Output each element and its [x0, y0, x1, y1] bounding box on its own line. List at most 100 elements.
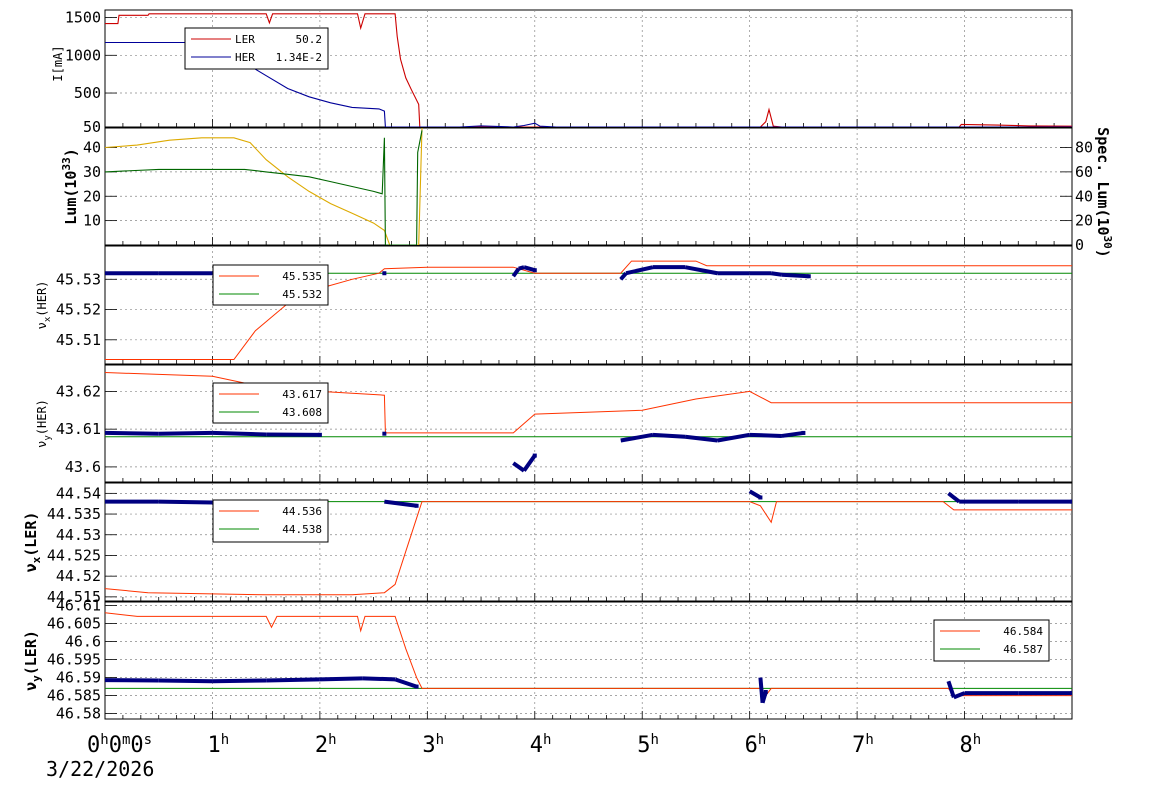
- tune-measurement-point: [801, 431, 805, 435]
- tune-measurement-point: [318, 433, 322, 437]
- y2-axis-label: Spec. Lum(1030): [1094, 127, 1114, 258]
- x-tick-sec: 0: [130, 733, 143, 758]
- tune-measurement-band: [653, 435, 685, 437]
- tune-measurement-point: [1070, 500, 1074, 504]
- x-tick-hour: 8: [960, 733, 973, 758]
- y2-tick-label: 60: [1075, 163, 1093, 181]
- y-tick-label: 46.605: [47, 615, 101, 633]
- y2-tick-label: 40: [1075, 187, 1093, 205]
- x-tick-min: 0: [109, 733, 122, 758]
- y-tick-label: 1000: [65, 46, 101, 64]
- y-tick-label: 50: [83, 118, 101, 136]
- tune-measurement-point: [1070, 691, 1074, 695]
- x-tick-label: 8h: [960, 732, 982, 758]
- y-tick-label: 46.595: [47, 651, 101, 669]
- y-tick-label: 1500: [65, 9, 101, 27]
- y2-label-close: ): [1094, 249, 1112, 258]
- legend-value: 50.2: [296, 33, 323, 46]
- tune-measurement-point: [533, 454, 537, 458]
- x-tick-hour: 2: [315, 733, 328, 758]
- x-tick-hour: 0: [87, 733, 100, 758]
- y-tick-label: 44.53: [56, 526, 101, 544]
- legend-label: HER: [235, 51, 255, 64]
- x-tick-h: h: [758, 732, 766, 748]
- y-tick-label: 45.52: [56, 301, 101, 319]
- tune-measurement-point: [533, 268, 537, 272]
- x-tick-label: 5h: [637, 732, 659, 758]
- y-tick-label: 43.62: [56, 382, 101, 400]
- y-tick-label: 44.54: [56, 484, 101, 502]
- y-tick-label: 500: [74, 84, 101, 102]
- y-axis-label: I[mA]: [51, 45, 65, 81]
- x-tick-h: h: [865, 732, 873, 748]
- y-tick-label: 20: [83, 187, 101, 205]
- x-tick-hour: 1: [207, 733, 220, 758]
- y-label-rest: (LER): [22, 630, 40, 675]
- tune-measurement-point: [764, 690, 768, 694]
- tune-measurement-band: [159, 502, 213, 503]
- date-label: 3/22/2026: [46, 757, 154, 781]
- y2-tick-label: 20: [1075, 212, 1093, 230]
- legend-value: 46.587: [1003, 643, 1043, 656]
- y-axis-label: νy(HER): [35, 399, 53, 448]
- x-tick-label: 7h: [852, 732, 874, 758]
- x-tick-h: h: [436, 732, 444, 748]
- tune-measurement-point: [758, 495, 762, 499]
- x-tick-label: 4h: [530, 732, 552, 758]
- x-tick-h: h: [328, 732, 336, 748]
- y-tick-label: 46.585: [47, 687, 101, 705]
- x-tick-m: m: [122, 732, 130, 748]
- y-label-rest: (HER): [35, 399, 49, 435]
- tune-measurement-band: [159, 433, 213, 434]
- y-tick-label: 46.61: [56, 597, 101, 615]
- x-tick-hour: 3: [422, 733, 435, 758]
- y-axis-label: νx(HER): [35, 281, 53, 330]
- y-tick-label: 44.525: [47, 546, 101, 564]
- tune-measurement-point: [415, 685, 419, 689]
- y-tick-label: 44.535: [47, 505, 101, 523]
- tune-measurement-band: [782, 275, 809, 277]
- x-tick-h: h: [100, 732, 108, 748]
- panel-nu-y-ler: 46.6146.60546.646.59546.5946.58546.58νy(…: [22, 597, 1074, 723]
- x-tick-hour: 7: [852, 733, 865, 758]
- tune-measurement-band: [212, 680, 266, 681]
- y-axis-label: Lum(1033): [60, 148, 80, 224]
- y-tick-label: 45.51: [56, 331, 101, 349]
- y-tick-label: 40: [83, 139, 101, 157]
- x-tick-label: 3h: [422, 732, 444, 758]
- y-tick-label: 46.58: [56, 705, 101, 723]
- y-tick-label: 43.61: [56, 420, 101, 438]
- y-label-nu: ν: [35, 322, 49, 329]
- legend-value: 43.608: [282, 406, 322, 419]
- y-tick-label: 46.6: [65, 633, 101, 651]
- x-tick-label: 6h: [745, 732, 767, 758]
- x-tick-hour: 4: [530, 733, 543, 758]
- tune-measurement-point: [807, 274, 811, 278]
- x-tick-hour: 5: [637, 733, 650, 758]
- tune-measurement-band: [771, 273, 782, 275]
- tune-measurement-point: [382, 271, 386, 275]
- y-label-nu: ν: [22, 563, 40, 572]
- tune-measurement-band: [159, 680, 213, 681]
- x-tick-label: 2h: [315, 732, 337, 758]
- tune-measurement-point: [415, 504, 419, 508]
- tune-measurement-band: [363, 678, 395, 679]
- legend-value: 45.535: [282, 270, 322, 283]
- x-tick-label: 1h: [207, 732, 229, 758]
- y-tick-label: 44.52: [56, 567, 101, 585]
- x-tick-label: 0h0m0s: [87, 732, 152, 758]
- y-label-rest: (HER): [35, 281, 49, 317]
- panel-frame: [105, 602, 1072, 719]
- x-tick-s: s: [144, 732, 152, 748]
- x-tick-h: h: [973, 732, 981, 748]
- legend-value: 46.584: [1003, 625, 1043, 638]
